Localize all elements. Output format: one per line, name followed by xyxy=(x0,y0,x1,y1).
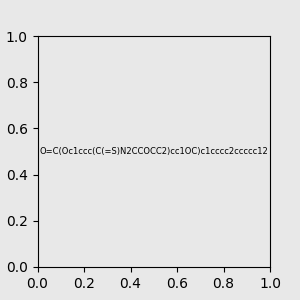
Text: O=C(Oc1ccc(C(=S)N2CCOCC2)cc1OC)c1cccc2ccccc12: O=C(Oc1ccc(C(=S)N2CCOCC2)cc1OC)c1cccc2cc… xyxy=(39,147,268,156)
